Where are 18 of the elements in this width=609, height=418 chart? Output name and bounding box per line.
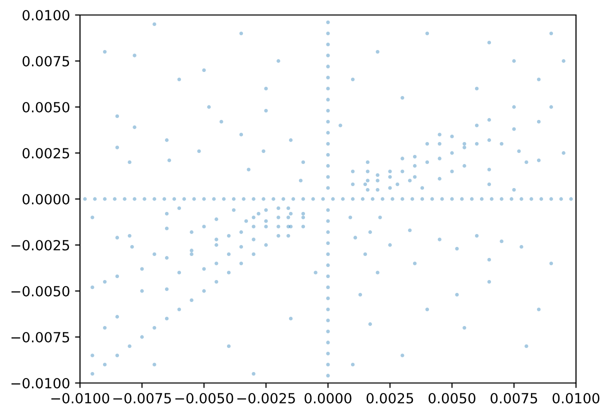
x-tick-label: 0.0000 (304, 392, 352, 404)
x-tick-label: 0.0025 (366, 392, 414, 404)
y-tick-label: −0.0100 (12, 378, 70, 388)
y-tick-label: 0.0000 (22, 194, 70, 204)
y-tick-label: −0.0050 (12, 286, 70, 296)
y-tick-label: 0.0100 (22, 10, 70, 20)
x-tick-label: 0.0050 (428, 392, 476, 404)
x-tick-label: −0.0050 (175, 392, 234, 404)
x-tick-label: 0.0100 (552, 392, 600, 404)
x-tick-label: 0.0075 (490, 392, 538, 404)
x-tick-label: −0.0100 (51, 392, 110, 404)
y-tick-label: 0.0025 (22, 148, 70, 158)
y-tick-label: 0.0075 (22, 56, 70, 66)
y-tick-label: 0.0050 (22, 102, 70, 112)
x-tick-label: −0.0075 (113, 392, 171, 404)
y-tick-label: −0.0025 (12, 240, 70, 250)
y-tick-label: −0.0075 (12, 332, 70, 342)
x-tick-label: −0.0025 (237, 392, 295, 404)
